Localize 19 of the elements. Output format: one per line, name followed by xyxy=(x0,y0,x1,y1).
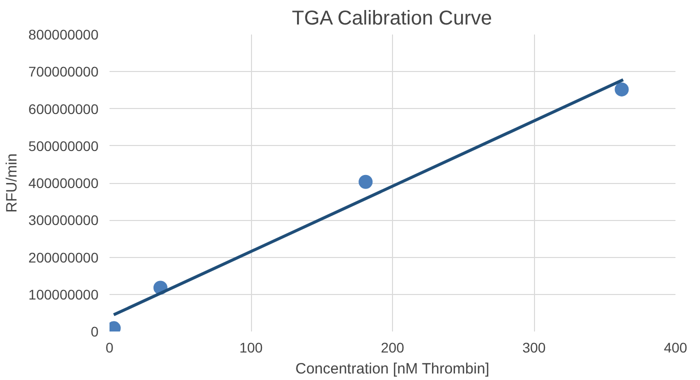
y-tick-label: 300000000 xyxy=(28,212,99,228)
point xyxy=(614,82,629,96)
x-tick-label: 0 xyxy=(106,340,114,356)
y-tick-label: 200000000 xyxy=(28,249,99,266)
x-axis-title: Concentration [nM Thrombin] xyxy=(295,360,490,378)
y-tick-label: 600000000 xyxy=(28,100,99,117)
point xyxy=(358,174,373,189)
x-tick-label: 200 xyxy=(380,340,404,356)
y-tick-label: 800000000 xyxy=(28,26,99,42)
y-tick-label: 700000000 xyxy=(28,64,99,80)
y-tick-label: 400000000 xyxy=(28,175,99,191)
y-tick-label: 100000000 xyxy=(28,286,99,302)
chart-title: TGA Calibration Curve xyxy=(292,8,492,30)
x-tick-label: 100 xyxy=(239,340,263,356)
x-tick-label: 300 xyxy=(522,340,546,356)
y-tick-label: 0 xyxy=(90,324,99,340)
y-axis-title: RFU/min xyxy=(3,153,20,213)
x-tick-label: 400 xyxy=(664,340,688,356)
y-tick-label: 500000000 xyxy=(28,138,99,154)
